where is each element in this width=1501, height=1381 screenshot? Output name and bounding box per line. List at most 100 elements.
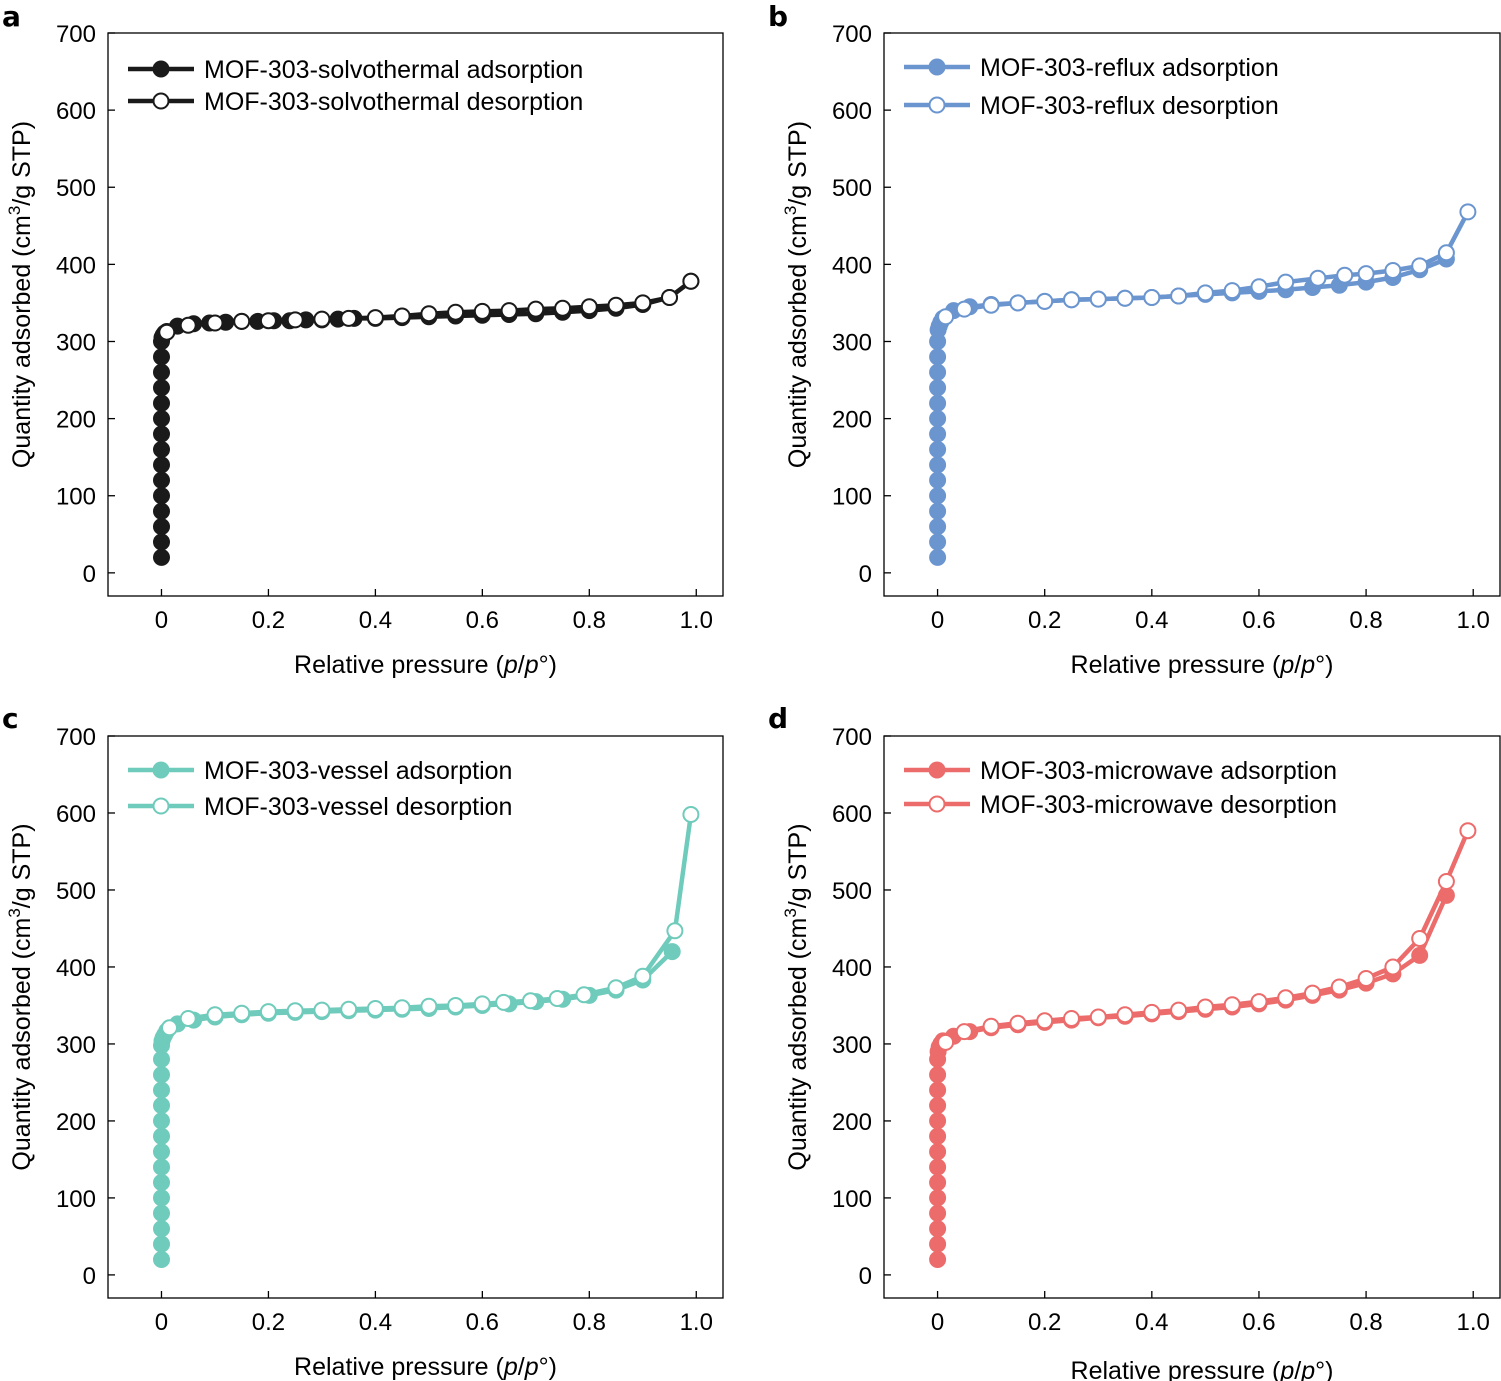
data-point [1009,1014,1027,1032]
data-point [1384,958,1402,976]
data-point [937,1033,955,1051]
data-point [929,1097,947,1114]
data-point [955,300,973,318]
data-point [929,1081,947,1099]
legend-entry: MOF-303-reflux adsorption [904,54,1279,82]
y-tick-label: 200 [832,1109,872,1136]
data-point [929,348,947,366]
data-point [153,1158,170,1176]
legend-label: MOF-303-microwave desorption [980,791,1337,819]
data-point [982,1017,1000,1035]
data-point [1089,1008,1107,1026]
panel-letter: c [2,702,19,735]
data-point [153,410,170,428]
x-tick-label: 0.8 [1349,607,1382,634]
plot-frame [107,32,724,597]
data-point [634,967,652,985]
data-point [153,363,170,381]
plot-frame [883,32,1501,597]
series-adsorption [929,250,1455,566]
data-point [1170,287,1188,305]
data-point [313,1001,331,1019]
data-point [153,1143,170,1161]
y-tick-label: 0 [83,561,96,588]
data-point [1411,257,1429,275]
data-point [1116,1006,1134,1024]
data-point [527,300,545,318]
data-point [366,1000,384,1017]
data-point [929,1251,947,1268]
data-point [1170,1001,1188,1019]
data-point [1063,291,1080,309]
data-point [929,1174,947,1191]
data-point [153,456,170,474]
data-point [420,997,438,1015]
data-point [420,305,438,323]
data-point [682,272,700,290]
x-tick-label: 0.6 [1242,1309,1275,1336]
data-point [313,310,331,328]
legend-entry: MOF-303-microwave adsorption [904,757,1337,785]
data-point [548,990,566,1007]
data-point [153,487,170,505]
data-point [366,309,384,327]
y-tick-label: 600 [832,98,872,125]
panel-c: c 0 100 200 300 400 500 600 700 0 0.2 0.4 0.6 0.8 1.0 R… [2,702,724,1381]
y-tick-label: 200 [832,407,872,434]
legend-label: MOF-303-vessel desorption [204,793,512,821]
series-line [935,894,1449,1260]
y-tick-label: 100 [56,484,96,511]
y-tick-label: 0 [859,1263,872,1290]
y-tick-label: 400 [56,252,96,279]
panel-letter: b [768,0,788,33]
data-point [929,410,947,428]
data-point [1459,822,1477,840]
x-tick-label: 0 [155,607,168,634]
data-point [1196,998,1214,1016]
legend-marker [152,92,170,110]
panel-letter: a [2,0,21,33]
data-point [153,1235,170,1253]
data-point [1223,282,1241,300]
data-point [153,1174,170,1191]
y-tick-label: 300 [832,329,872,356]
data-point [153,425,170,443]
data-point [153,1204,170,1222]
data-point [634,294,652,312]
data-point [682,806,700,823]
data-point [929,1112,947,1130]
data-point [929,456,947,474]
legend-label: MOF-303-solvothermal desorption [204,88,583,116]
legend-marker [928,795,946,813]
series-desorption [161,806,700,1037]
data-point [153,348,170,366]
y-tick-label: 700 [832,21,872,48]
y-tick-label: 500 [832,878,872,905]
y-tick-label: 300 [56,329,96,356]
data-point [286,311,304,329]
y-tick-label: 400 [832,252,872,279]
data-point [259,1003,277,1021]
x-tick-label: 0.8 [573,1309,606,1336]
x-tick-label: 0.4 [1135,607,1168,634]
data-point [929,502,947,520]
x-axis-label: Relative pressure (p/p°) [294,1353,557,1381]
data-point [1330,978,1348,996]
x-tick-label: 0 [155,1309,168,1336]
y-tick-label: 500 [832,175,872,202]
y-tick-label: 100 [56,1186,96,1213]
x-tick-label: 0.8 [1349,1309,1382,1336]
x-tick-label: 0.8 [573,607,606,634]
data-point [153,548,170,566]
data-point [153,1050,170,1068]
data-point [233,1004,251,1022]
y-tick-label: 600 [832,801,872,828]
data-point [1036,292,1054,310]
legend-entry: MOF-303-vessel desorption [128,793,512,821]
x-tick-label: 0.4 [359,1309,392,1336]
data-point [929,533,947,551]
data-point [206,1006,224,1024]
panel-b: b 0 100 200 300 400 500 600 700 0 0.2 0.4 0.6 0.8 1.0 R… [768,0,1501,679]
panel-letter: d [768,702,788,735]
data-point [929,1127,947,1145]
